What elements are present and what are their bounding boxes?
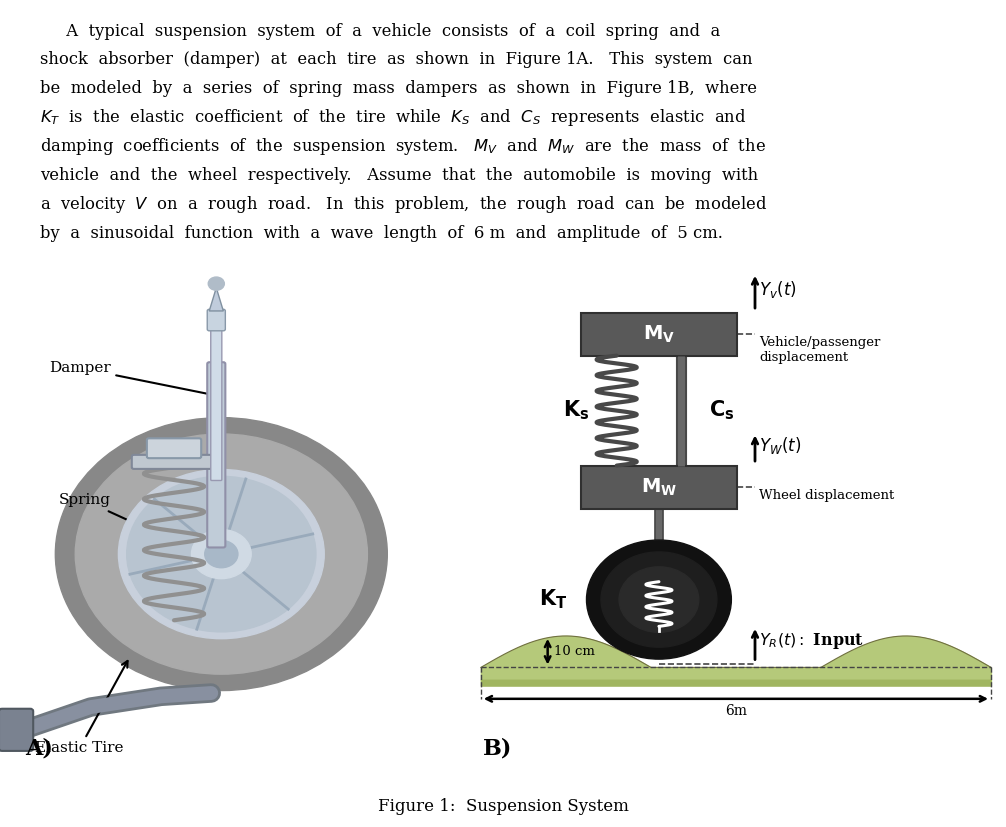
Text: shock  absorber  (damper)  at  each  tire  as  shown  in  Figure 1A.   This  sys: shock absorber (damper) at each tire as …: [40, 51, 752, 69]
Polygon shape: [209, 288, 223, 311]
Text: $Y_W(t)$: $Y_W(t)$: [759, 435, 801, 457]
Text: by  a  sinusoidal  function  with  a  wave  length  of  6 m  and  amplitude  of : by a sinusoidal function with a wave len…: [40, 225, 723, 242]
Text: damping  coefficients  of  the  suspension  system.   $M_V$  and  $M_W$  are  th: damping coefficients of the suspension s…: [40, 136, 767, 157]
FancyBboxPatch shape: [147, 438, 201, 458]
Circle shape: [601, 552, 717, 648]
Text: $Y_v(t)$: $Y_v(t)$: [759, 279, 797, 300]
Text: $Y_R(t):$ Input: $Y_R(t):$ Input: [759, 631, 864, 651]
FancyBboxPatch shape: [581, 466, 736, 509]
Circle shape: [127, 476, 316, 632]
Circle shape: [619, 566, 699, 633]
Circle shape: [205, 541, 238, 567]
FancyBboxPatch shape: [0, 709, 33, 751]
Text: $\mathbf{K_T}$: $\mathbf{K_T}$: [539, 588, 567, 611]
Text: be  modeled  by  a  series  of  spring  mass  dampers  as  shown  in  Figure 1B,: be modeled by a series of spring mass da…: [40, 80, 758, 98]
Text: $\mathbf{M_V}$: $\mathbf{M_V}$: [643, 323, 675, 345]
Text: a  velocity  $V$  on  a  rough  road.   In  this  problem,  the  rough  road  ca: a velocity $V$ on a rough road. In this …: [40, 194, 768, 215]
Text: 10 cm: 10 cm: [553, 645, 595, 658]
Text: $\mathbf{K_s}$: $\mathbf{K_s}$: [563, 399, 590, 423]
FancyBboxPatch shape: [132, 455, 216, 469]
FancyBboxPatch shape: [207, 309, 225, 331]
Text: 6m: 6m: [725, 704, 746, 718]
Text: Spring: Spring: [58, 494, 179, 544]
Text: Elastic Tire: Elastic Tire: [35, 661, 128, 755]
Text: $\mathbf{M_W}$: $\mathbf{M_W}$: [641, 476, 677, 498]
Text: Wheel displacement: Wheel displacement: [759, 489, 894, 502]
Text: Vehicle/passenger
displacement: Vehicle/passenger displacement: [759, 336, 880, 364]
Circle shape: [119, 470, 324, 638]
FancyBboxPatch shape: [581, 313, 736, 356]
FancyBboxPatch shape: [211, 322, 222, 480]
Text: vehicle  and  the  wheel  respectively.   Assume  that  the  automobile  is  mov: vehicle and the wheel respectively. Assu…: [40, 167, 759, 184]
Text: A): A): [25, 737, 53, 759]
Text: $\mathbf{C_s}$: $\mathbf{C_s}$: [708, 399, 734, 423]
FancyBboxPatch shape: [207, 362, 225, 547]
Text: Damper: Damper: [49, 361, 218, 398]
Text: Figure 1:  Suspension System: Figure 1: Suspension System: [377, 798, 629, 815]
Circle shape: [55, 418, 387, 691]
Text: A  typical  suspension  system  of  a  vehicle  consists  of  a  coil  spring  a: A typical suspension system of a vehicle…: [40, 22, 720, 40]
Circle shape: [75, 434, 367, 674]
Text: B): B): [483, 737, 512, 759]
Circle shape: [586, 540, 731, 659]
Circle shape: [191, 529, 252, 579]
Circle shape: [208, 277, 224, 290]
Text: $K_T$  is  the  elastic  coefficient  of  the  tire  while  $K_S$  and  $C_S$  r: $K_T$ is the elastic coefficient of the …: [40, 108, 746, 128]
